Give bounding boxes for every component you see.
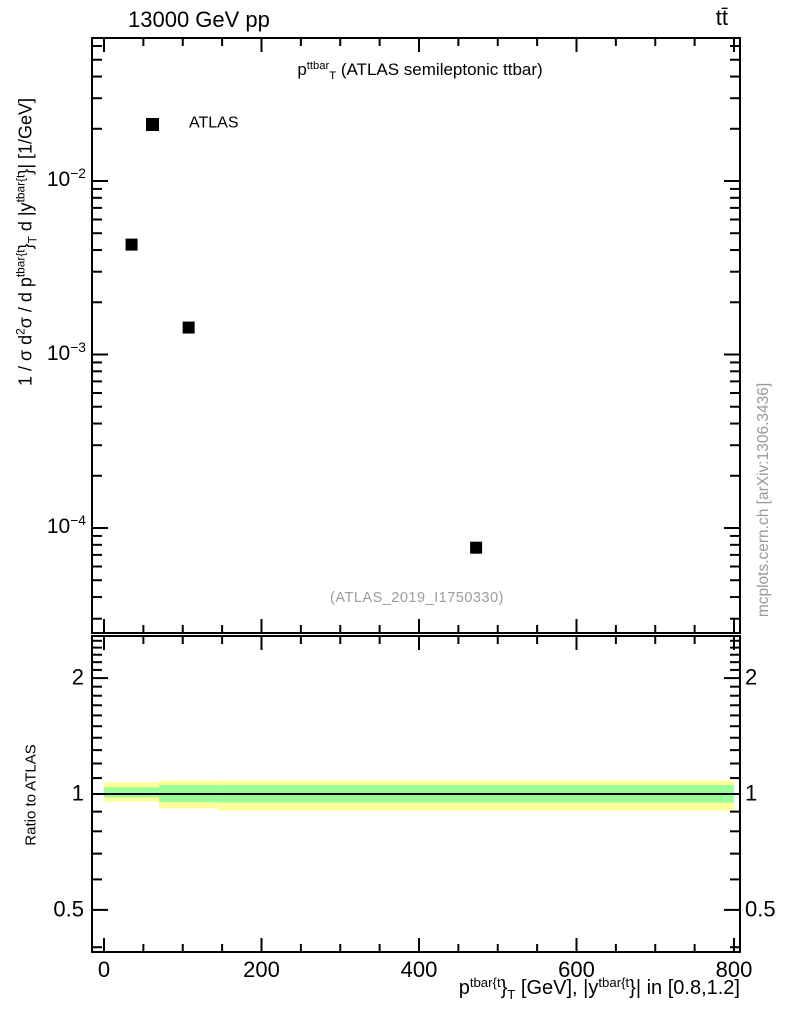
- data-point-marker: [182, 321, 195, 334]
- ratio-tick-label-left: 0.5: [53, 896, 84, 922]
- x-tick-label: 200: [243, 957, 280, 982]
- main-panel-frame: [91, 37, 741, 634]
- data-point-marker: [470, 541, 483, 554]
- ratio-panel-frame: [91, 635, 741, 953]
- ratio-tick-label-right: 2: [745, 664, 758, 690]
- label-segment: p: [297, 60, 307, 79]
- x-tick-label: 800: [715, 957, 753, 982]
- ratio-tick-label-right: 1: [745, 780, 758, 806]
- panel-frames: [91, 37, 741, 953]
- x-tick-label: 0: [97, 957, 111, 982]
- mcplots-arxiv-caption: mcplots.cern.ch [arXiv:1306.3436]: [755, 382, 772, 618]
- label-segment: T: [25, 236, 39, 244]
- label-segment: T: [329, 70, 337, 83]
- label-segment: [GeV], |y: [515, 977, 599, 999]
- data-point-marker: [125, 238, 138, 251]
- uncertainty-bands: [104, 780, 734, 811]
- label-segment: T: [507, 987, 516, 1003]
- x-tick-label: 600: [558, 957, 595, 982]
- label-segment: (ATLAS semileptonic ttbar): [336, 60, 543, 79]
- main-y-tick-label: 10−4: [46, 512, 86, 539]
- label-segment: 2: [13, 328, 28, 335]
- label-segment: tbar{t: [469, 974, 501, 990]
- axis-ticks: [93, 39, 739, 951]
- label-segment: ttbar: [306, 59, 330, 72]
- main-y-tick-label: 10−3: [46, 338, 86, 365]
- process-label: tt̄: [715, 5, 728, 30]
- label-segment: }| [1/GeV]: [15, 97, 36, 175]
- label-segment: }: [500, 977, 508, 999]
- main-y-tick-label: 10−2: [46, 165, 86, 192]
- label-segment: σ / d p: [15, 277, 36, 329]
- analysis-watermark: (ATLAS_2019_I1750330): [330, 590, 504, 606]
- band-green: [104, 787, 160, 798]
- plot-title: pttbarT (ATLAS semileptonic ttbar): [297, 59, 543, 83]
- x-tick-label: 400: [400, 957, 438, 982]
- beam-energy-label: 13000 GeV pp: [128, 7, 270, 32]
- ratio-tick-label-left: 1: [71, 780, 84, 806]
- label-segment: tbar{t: [13, 249, 28, 278]
- label-segment: }| in [0.8,1.2]: [629, 977, 740, 999]
- ratio-tick-label-left: 2: [71, 664, 84, 690]
- legend-marker-square: [146, 118, 159, 131]
- data-points: [125, 238, 483, 554]
- label-segment: p: [458, 977, 470, 999]
- legend-label: ATLAS: [189, 114, 239, 132]
- label-segment: d |y: [15, 202, 36, 237]
- x-axis-title: ptbar{t}T [GeV], |ytbar{t}| in [0.8,1.2]: [458, 974, 740, 1003]
- ratio-tick-label-right: 0.5: [745, 896, 776, 922]
- label-segment: tbar{t: [598, 974, 630, 990]
